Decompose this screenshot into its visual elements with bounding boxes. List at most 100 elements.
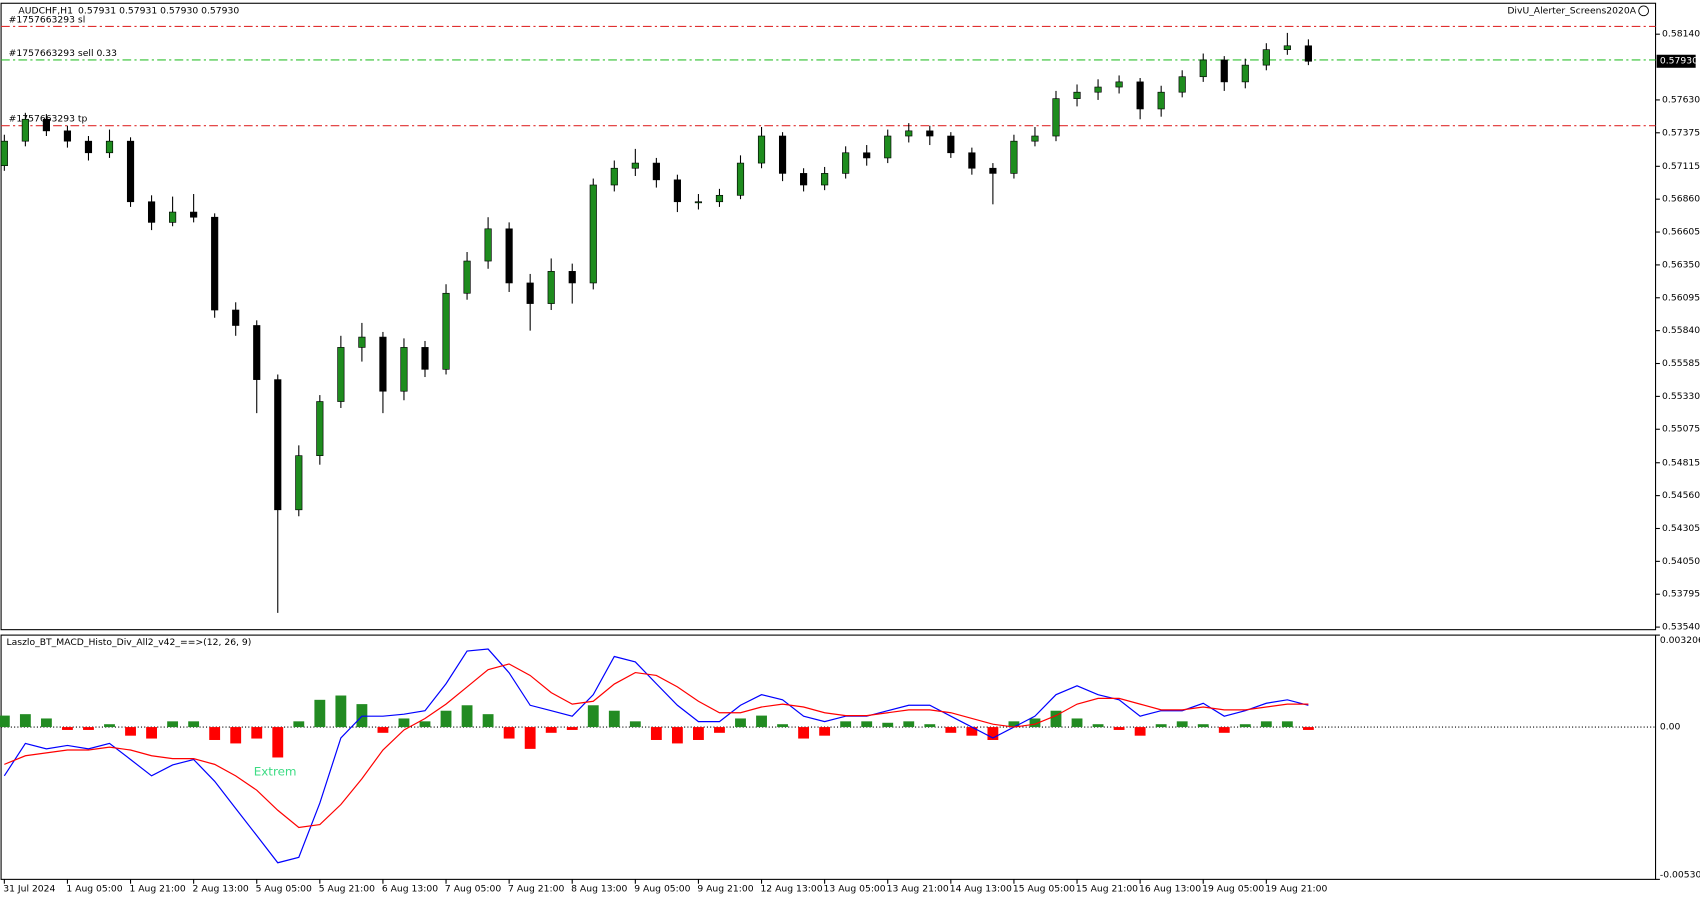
histogram-bar: [167, 721, 179, 728]
x-tick-label: 13 Aug 21:00: [887, 884, 949, 895]
histogram-bar: [272, 727, 284, 758]
histogram-bar: [1113, 727, 1125, 730]
candle-body: [631, 162, 639, 169]
histogram-bar: [1260, 721, 1272, 728]
candle-body: [694, 201, 703, 204]
histogram-bar: [398, 718, 410, 728]
x-tick-label: 19 Aug 21:00: [1265, 884, 1327, 895]
indicator-frame: [0, 634, 1657, 880]
candle-body: [821, 173, 829, 186]
histogram-bar: [1176, 721, 1188, 728]
x-tick-label: 2 Aug 13:00: [193, 884, 249, 895]
candle-body: [400, 347, 408, 392]
histogram-bar: [62, 727, 73, 730]
candle-body: [84, 140, 93, 154]
histogram-bar: [987, 727, 999, 740]
histogram-bar: [840, 721, 852, 728]
candle-body: [1031, 135, 1039, 142]
indicator-line: [4, 663, 1309, 829]
histogram-bar: [1281, 721, 1293, 728]
y-tick-label: 0.003206: [1660, 635, 1700, 646]
candle-body: [1262, 49, 1270, 66]
x-tick-label: 12 Aug 13:00: [760, 884, 822, 895]
histogram-bar: [1008, 721, 1020, 728]
histogram-bar: [104, 724, 115, 728]
candle-body: [778, 135, 787, 174]
histogram-bar: [735, 718, 746, 728]
y-tick-label: -0.005309: [1660, 870, 1700, 881]
histogram-bar: [861, 721, 873, 728]
candle-body: [421, 347, 429, 370]
candle-body: [0, 140, 8, 166]
histogram-bar: [0, 715, 10, 728]
candle-body: [736, 162, 745, 196]
candle-body: [442, 292, 450, 370]
y-tick-label: 0.56860: [1662, 194, 1700, 205]
candle-body: [505, 228, 513, 284]
histogram-bar: [1071, 718, 1083, 728]
histogram-bar: [1197, 724, 1209, 728]
histogram-bar: [1218, 727, 1230, 733]
candle-body: [105, 140, 114, 154]
histogram-bar: [566, 727, 578, 730]
histogram-bar: [587, 705, 599, 728]
y-tick-label: 0.57375: [1662, 127, 1700, 138]
candle-body: [1199, 59, 1207, 78]
candle-body: [274, 379, 282, 511]
histogram-bar: [40, 718, 52, 728]
x-tick-label: 1 Aug 21:00: [129, 884, 185, 895]
y-tick-label: 0.55075: [1662, 424, 1700, 435]
candle-body: [358, 336, 366, 348]
candle-body: [1178, 76, 1186, 93]
histogram-bar: [1092, 724, 1104, 728]
main-frame: [0, 2, 1657, 631]
histogram-bar: [461, 705, 473, 728]
order-label: #1757663293 sl: [9, 14, 86, 25]
x-tick-label: 9 Aug 05:00: [634, 884, 690, 895]
y-tick-label: 0.58140: [1662, 29, 1700, 40]
candle-body: [652, 162, 660, 181]
histogram-bar: [314, 699, 326, 728]
candle-body: [1094, 86, 1102, 93]
candle-body: [568, 271, 576, 284]
candle-body: [42, 118, 50, 132]
x-tick-label: 31 Jul 2024: [3, 884, 55, 895]
candle-body: [126, 140, 135, 203]
x-tick-label: 5 Aug 21:00: [319, 884, 375, 895]
y-tick-label: 0.54305: [1662, 523, 1700, 534]
histogram-bar: [293, 721, 305, 728]
histogram-bar: [756, 715, 767, 728]
histogram-bar: [146, 727, 157, 739]
x-tick-label: 16 Aug 13:00: [1139, 884, 1201, 895]
candle-body: [1157, 91, 1165, 110]
y-tick-label: 0.56350: [1662, 259, 1700, 270]
candle-body: [1283, 45, 1291, 50]
candle-body: [379, 336, 387, 392]
x-tick-label: 7 Aug 21:00: [508, 884, 564, 895]
y-tick-label: 0.57630: [1662, 94, 1700, 105]
candle-body: [905, 130, 913, 137]
x-tick-label: 7 Aug 05:00: [445, 884, 501, 895]
candle-body: [1304, 45, 1312, 62]
quote: 0.57931 0.57931 0.57930 0.57930: [78, 5, 239, 16]
x-tick-label: 19 Aug 05:00: [1202, 884, 1264, 895]
y-tick-label: 0.54560: [1662, 490, 1700, 501]
annotation: Extrem: [254, 764, 297, 778]
candle-body: [547, 271, 555, 304]
histogram-bar: [19, 714, 31, 728]
x-tick-label: 15 Aug 21:00: [1076, 884, 1138, 895]
candle-body: [211, 216, 219, 311]
expert-name: DivU_Alerter_Screens2020A: [1507, 5, 1636, 16]
indicator-title: Laszlo_BT_MACD_Histo_Div_All2_v42_==>(12…: [7, 637, 252, 648]
histogram-bar: [524, 727, 536, 749]
candle-body: [463, 260, 471, 294]
x-tick-label: 15 Aug 05:00: [1013, 884, 1075, 895]
histogram-bar: [819, 727, 831, 736]
y-tick-label: 0.53540: [1662, 622, 1700, 633]
histogram-bar: [1029, 718, 1041, 728]
candle-body: [968, 152, 976, 169]
histogram-bar: [1155, 724, 1167, 728]
y-tick-label: 0.55840: [1662, 325, 1700, 336]
histogram-bar: [83, 727, 94, 730]
